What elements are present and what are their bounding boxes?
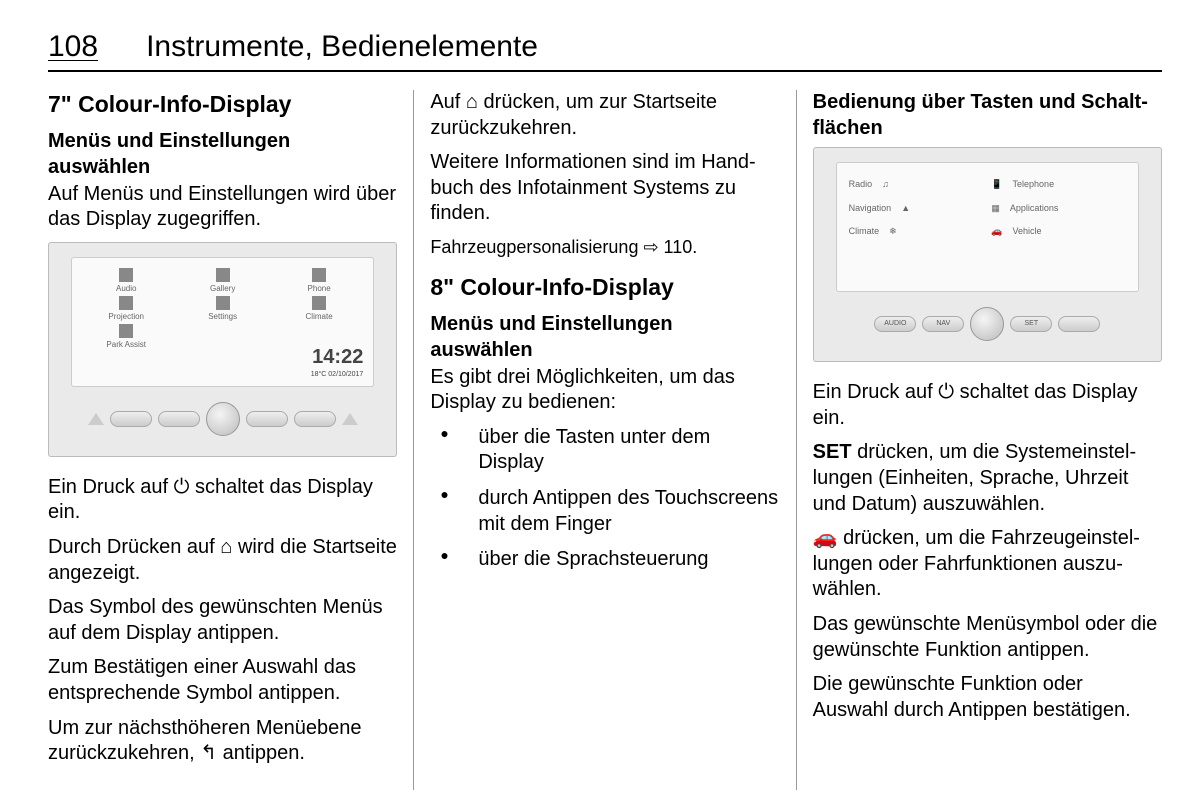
subheading-bedienung: Bedienung über Tasten und Schalt­flächen [813,90,1162,141]
subheading-menus: Menüs und Einstellungen auswählen [48,129,397,180]
figure-8inch-display: Radio♫ 📱Telephone Navigation▲ ▦Applicati… [813,147,1162,362]
paragraph: Das Symbol des gewünschten Menüs auf dem… [48,595,397,646]
figure-icon-grid: Radio♫ 📱Telephone Navigation▲ ▦Applicati… [845,173,1130,244]
home-icon: ⌂ [220,536,232,558]
power-icon: ⏻ [174,476,190,498]
vehicle-icon: 🚗 [813,527,838,549]
figure-7inch-display: Audio Gallery Phone Projection Settings … [48,242,397,457]
figure-icon-grid: Audio Gallery Phone Projection Settings … [80,268,365,351]
paragraph: Es gibt drei Möglichkeiten, um das Displ… [430,365,779,416]
paragraph: Ein Druck auf ⏻ schaltet das Display ein… [813,380,1162,431]
figure-controls: AUDIO NAV SET [834,305,1141,343]
section-heading-8inch: 8" Colour-Info-Display [430,273,779,302]
paragraph: Zum Bestätigen einer Auswahl das entspre… [48,655,397,706]
chapter-title: Instrumente, Bedienelemente [146,30,538,64]
hazard-icon [88,413,104,425]
climate-icon: ❄ [889,226,897,238]
rotary-knob [206,402,240,436]
back-icon: ↰ [200,742,217,764]
control-button [246,411,288,427]
home-icon: ⌂ [466,91,478,113]
section-heading-7inch: 7" Colour-Info-Display [48,90,397,119]
figure-screen: Radio♫ 📱Telephone Navigation▲ ▦Applicati… [836,162,1139,292]
paragraph: Durch Drücken auf ⌂ wird die Start­seite… [48,535,397,586]
column-2: Auf ⌂ drücken, um zur Startseite zurückz… [414,90,796,790]
paragraph: Auf ⌂ drücken, um zur Startseite zurückz… [430,90,779,141]
content-columns: 7" Colour-Info-Display Menüs und Einstel… [48,90,1162,790]
audio-button: AUDIO [874,316,916,332]
paragraph: 🚗 drücken, um die Fahrzeugeinstel­lungen… [813,526,1162,603]
power-icon: ⏻ [938,381,954,403]
paragraph: Die gewünschte Funktion oder Auswahl dur… [813,672,1162,723]
figure-screen: Audio Gallery Phone Projection Settings … [71,257,374,387]
paragraph: Weitere Informationen sind im Hand­buch … [430,150,779,227]
bullet-list: über die Tasten unter dem Display durch … [430,425,779,573]
list-item: über die Tasten unter dem Display [430,425,779,476]
figure-controls [69,400,376,438]
figure-clock: 14:22 18°C 02/10/2017 [311,345,364,380]
control-button [1058,316,1100,332]
music-icon: ♫ [882,179,889,191]
vehicle-icon: 🚗 [991,226,1002,238]
list-item: durch Antippen des Touchsc­reens mit dem… [430,486,779,537]
list-item: über die Sprachsteuerung [430,547,779,573]
paragraph: Das gewünschte Menüsymbol oder die gewün… [813,612,1162,663]
paragraph: Um zur nächsthöheren Menüebene zurückzuk… [48,716,397,767]
cross-reference: Fahrzeugpersonalisierung ⇨ 110. [430,236,779,259]
column-1: 7" Colour-Info-Display Menüs und Einstel… [48,90,414,790]
paragraph: Ein Druck auf ⏻ schaltet das Display ein… [48,475,397,526]
phone-icon: 📱 [991,179,1002,191]
control-button [158,411,200,427]
subheading-menus: Menüs und Einstellungen auswählen [430,312,779,363]
apps-icon: ▦ [991,203,1000,215]
nav-button: NAV [922,316,964,332]
page-header: 108 Instrumente, Bedienelemente [48,30,1162,72]
set-button: SET [1010,316,1052,332]
paragraph: Auf Menüs und Einstellungen wird über da… [48,182,397,233]
control-button [110,411,152,427]
nav-icon: ▲ [901,203,910,215]
page-number: 108 [48,30,98,64]
control-button [294,411,336,427]
paragraph: SET drücken, um die Systemeinstel­lungen… [813,440,1162,517]
column-3: Bedienung über Tasten und Schalt­flächen… [797,90,1162,790]
hazard-icon [342,413,358,425]
rotary-knob [970,307,1004,341]
